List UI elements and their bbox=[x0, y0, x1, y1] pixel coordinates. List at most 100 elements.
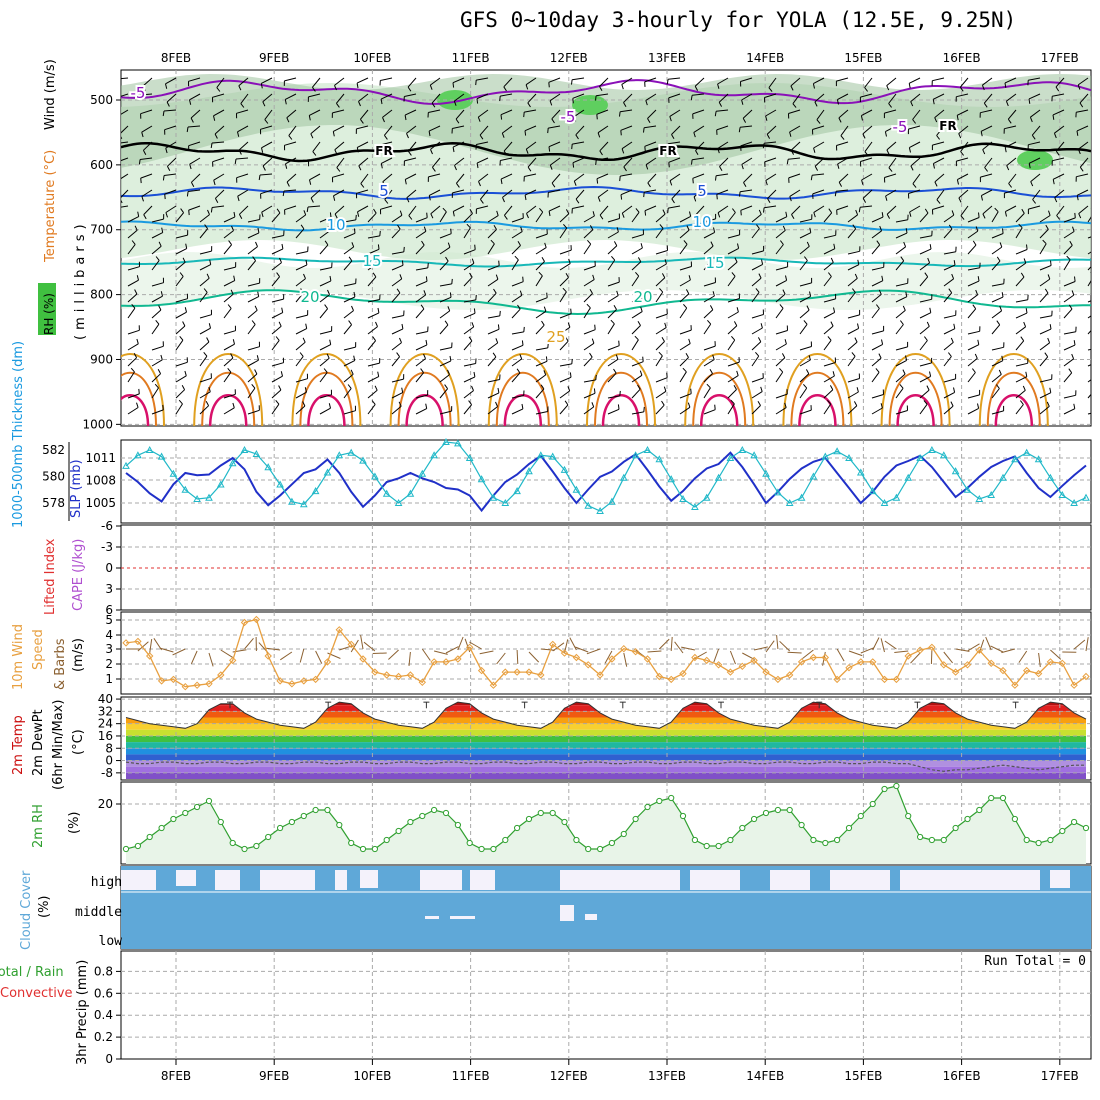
wind10-barb bbox=[244, 637, 254, 650]
contour-15 bbox=[121, 256, 1091, 268]
thickness-point bbox=[987, 490, 996, 498]
wind-barb bbox=[391, 251, 404, 255]
wind10-speed-point bbox=[1011, 681, 1019, 689]
wind-barb-flag bbox=[327, 289, 330, 295]
wind-barb-flag bbox=[827, 399, 832, 405]
wind-barb bbox=[559, 249, 572, 255]
wind-barb bbox=[909, 141, 921, 149]
wind10-barb bbox=[457, 636, 464, 651]
wind-barb bbox=[343, 219, 356, 223]
wind-barb-flag bbox=[547, 128, 549, 134]
wind-barb bbox=[319, 244, 329, 255]
wind-barb-flag bbox=[138, 388, 140, 394]
wind-barb bbox=[767, 189, 777, 199]
wind-barb bbox=[151, 260, 160, 271]
wind-barb bbox=[247, 346, 260, 351]
wind-barb bbox=[307, 205, 321, 208]
wind-barb bbox=[247, 324, 256, 335]
wind-barb bbox=[503, 77, 513, 88]
wind10-speed-point bbox=[572, 653, 581, 662]
thickness-point bbox=[691, 502, 699, 510]
wind-barb-flag bbox=[639, 370, 643, 376]
wind-barb bbox=[165, 77, 177, 85]
wind-barb bbox=[391, 292, 401, 303]
wind-barb-flag bbox=[792, 103, 797, 108]
wind-barb bbox=[1028, 141, 1041, 146]
wind-barb bbox=[631, 339, 639, 351]
wind-barb-flag bbox=[953, 323, 956, 329]
wind-barb-flag bbox=[706, 383, 711, 389]
wind-barb bbox=[982, 205, 993, 215]
wind10-barb bbox=[172, 648, 186, 656]
wind-barb bbox=[679, 244, 688, 255]
rh2m-point bbox=[869, 800, 876, 808]
wind-barb bbox=[727, 261, 738, 271]
wind-barb bbox=[367, 312, 380, 319]
wind-barb bbox=[572, 141, 585, 145]
wind-barb bbox=[967, 308, 977, 319]
wind-barb-flag bbox=[789, 131, 792, 137]
wind-barb-flag bbox=[719, 166, 723, 172]
wind10-speed-point bbox=[501, 668, 510, 676]
wind10-speed-point bbox=[951, 668, 960, 676]
wind-barb bbox=[671, 125, 681, 135]
wind-barb-flag bbox=[790, 85, 794, 91]
wind-barb-flag bbox=[682, 367, 687, 373]
thickness-point bbox=[454, 439, 462, 447]
wind-barb bbox=[140, 109, 153, 115]
wind-barb-flag bbox=[324, 240, 329, 246]
wind-barb bbox=[430, 141, 441, 150]
cape-tick-label: 6 bbox=[105, 603, 113, 617]
wind-barb bbox=[823, 262, 834, 271]
wind-barb bbox=[596, 173, 609, 180]
thickness-point bbox=[145, 445, 154, 453]
wind-barb bbox=[1015, 213, 1025, 223]
wind-barb bbox=[175, 389, 185, 399]
wind-barb bbox=[1039, 278, 1051, 287]
wind-barb-flag bbox=[572, 98, 574, 104]
wind-barb-flag bbox=[251, 320, 256, 325]
wind-barb-flag bbox=[189, 99, 192, 105]
wind10-barb bbox=[528, 651, 540, 663]
wind-barb bbox=[463, 376, 476, 383]
wind-barb-flag bbox=[334, 213, 338, 219]
wind-barb-flag bbox=[478, 181, 481, 187]
wind-barb bbox=[647, 109, 657, 119]
wind-barb-flag bbox=[592, 211, 595, 217]
wind-barb bbox=[271, 389, 282, 399]
wind10-barb bbox=[433, 650, 448, 655]
wind-barb-flag bbox=[829, 385, 834, 391]
wind-barb-flag bbox=[431, 102, 436, 108]
contour-diurnal bbox=[397, 371, 452, 426]
cape-tick-label: -3 bbox=[101, 540, 113, 554]
wind-barb-flag bbox=[730, 399, 735, 405]
wind-barb bbox=[789, 189, 801, 197]
cloud-label: Cloud Cover bbox=[19, 870, 34, 950]
wind-barb-flag bbox=[1079, 166, 1084, 172]
wind-barb-flag bbox=[785, 275, 788, 281]
temp2m-grid bbox=[121, 697, 1091, 780]
wind-barb-flag bbox=[449, 355, 452, 361]
wind-barb bbox=[943, 228, 953, 239]
wind-barb-flag bbox=[640, 306, 643, 312]
wind-barb bbox=[790, 141, 801, 151]
wind-barb-flag bbox=[888, 103, 892, 108]
wind-barb-flag bbox=[565, 272, 569, 278]
wind-barb bbox=[121, 125, 129, 134]
rh2m-point bbox=[928, 836, 936, 844]
wind-barb bbox=[751, 377, 764, 383]
wind-barb bbox=[981, 189, 993, 197]
wind-barb-flag bbox=[401, 323, 404, 329]
wind-barb-flag bbox=[166, 101, 170, 107]
wind-barb-flag bbox=[1096, 306, 1098, 311]
wind-barb bbox=[1054, 125, 1065, 134]
wind-barb bbox=[607, 323, 615, 335]
wind-barb-flag bbox=[351, 305, 354, 311]
wind10-speed-point bbox=[750, 656, 758, 665]
wind10-speed-point bbox=[454, 655, 462, 663]
wind-barb bbox=[599, 77, 609, 87]
wind-barb-flag bbox=[613, 241, 618, 247]
wind-barb bbox=[188, 189, 201, 192]
wind-barb-flag bbox=[121, 199, 123, 204]
wind-barb bbox=[823, 311, 835, 319]
